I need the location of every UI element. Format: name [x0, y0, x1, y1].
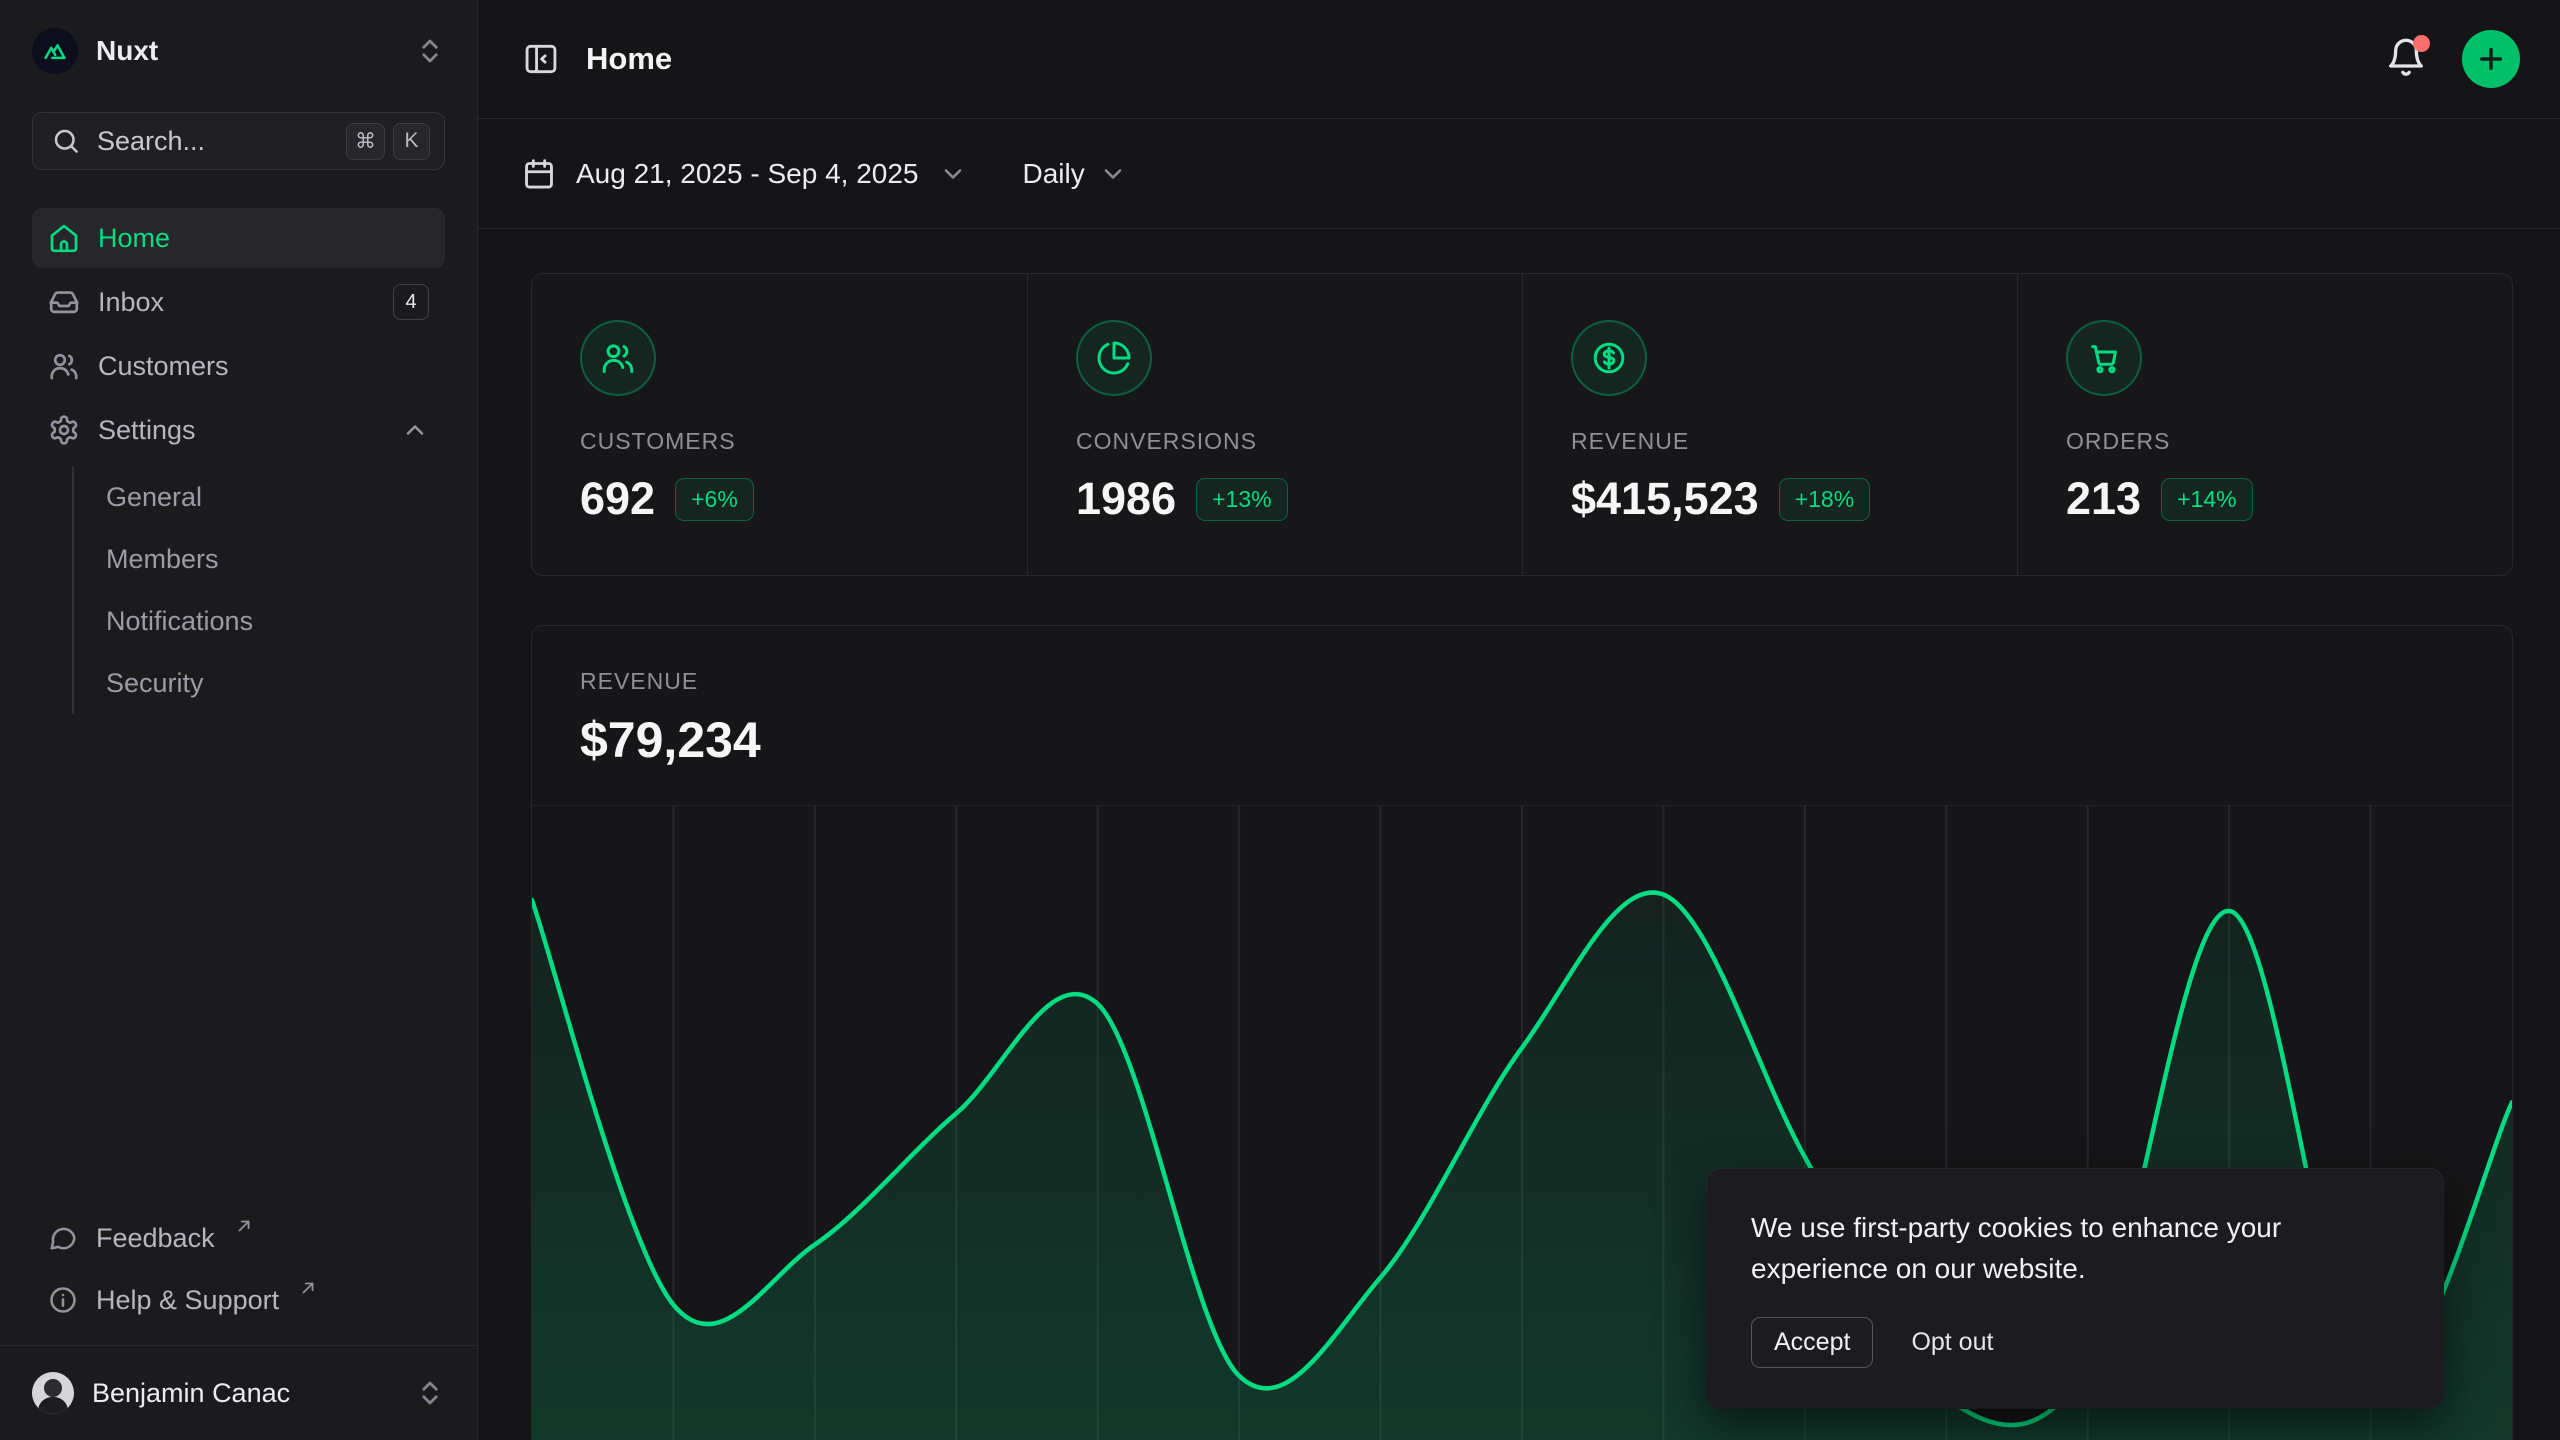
sidebar-item-members[interactable]: Members: [106, 543, 219, 574]
stat-label: ORDERS: [2066, 428, 2171, 454]
user-menu[interactable]: Benjamin Canac: [0, 1346, 477, 1440]
stat-revenue[interactable]: REVENUE $415,523 +18%: [1522, 274, 2017, 575]
search-icon: [51, 126, 81, 156]
stat-delta-badge: +13%: [1196, 477, 1288, 521]
search-shortcut: ⌘ K: [346, 122, 430, 160]
search-placeholder: Search...: [97, 125, 206, 156]
sidebar-item-settings[interactable]: Settings: [32, 400, 445, 460]
sidebar-divider: [0, 1345, 477, 1346]
bell-icon: [2389, 38, 2423, 76]
main-area: Home: [478, 0, 2560, 1440]
chevron-up-icon: [401, 416, 429, 444]
plus-icon: [2479, 47, 2503, 71]
toolbar: Aug 21, 2025 - Sep 4, 2025 Daily: [478, 119, 2560, 229]
optout-cookies-button[interactable]: Opt out: [1911, 1328, 1994, 1356]
home-icon: [48, 222, 80, 254]
sidebar-spacer: [0, 716, 477, 1207]
sidebar-item-label: Home: [98, 222, 171, 253]
settings-submenu: General Members Notifications Security: [72, 466, 445, 714]
stat-label: REVENUE: [1571, 428, 1690, 454]
date-range-value: Aug 21, 2025 - Sep 4, 2025: [576, 157, 919, 189]
stat-customers[interactable]: CUSTOMERS 692 +6%: [532, 274, 1027, 575]
stat-delta-badge: +14%: [2161, 477, 2253, 521]
kbd-cmd: ⌘: [346, 122, 385, 160]
sidebar-item-notifications[interactable]: Notifications: [106, 605, 254, 636]
stat-label: CONVERSIONS: [1076, 428, 1257, 454]
sidebar-nav: Home Inbox 4 C: [0, 208, 477, 716]
dashboard-content: CUSTOMERS 692 +6% CONVERSIONS 1986: [531, 273, 2513, 1440]
sidebar-item-customers[interactable]: Customers: [32, 336, 445, 396]
chevrons-up-down-icon: [415, 1378, 445, 1408]
sidebar-item-home[interactable]: Home: [32, 208, 445, 268]
chart-line: [532, 890, 2512, 1428]
inbox-count-badge: 4: [393, 284, 429, 320]
main-header: Home: [478, 0, 2560, 119]
stat-label: CUSTOMERS: [580, 428, 736, 454]
new-item-button[interactable]: [2462, 30, 2520, 88]
pie-chart-icon: [1076, 320, 1152, 396]
chevron-down-icon: [939, 160, 967, 188]
page-title: Home: [586, 41, 673, 76]
stat-orders[interactable]: ORDERS 213 +14%: [2017, 274, 2512, 575]
workspace-switcher[interactable]: Nuxt: [0, 0, 477, 98]
date-range-picker[interactable]: Aug 21, 2025 - Sep 4, 2025: [522, 157, 967, 191]
stat-value: 1986: [1076, 473, 1177, 524]
granularity-value: Daily: [1022, 157, 1085, 189]
notifications-button[interactable]: [2386, 34, 2430, 82]
info-circle-icon: [48, 1285, 78, 1315]
sidebar-footer: Feedback Help & Support: [0, 1207, 477, 1345]
revenue-header: REVENUE $79,234: [532, 626, 2512, 805]
stat-delta-badge: +18%: [1778, 477, 1871, 521]
stat-delta-badge: +6%: [675, 477, 754, 521]
nuxt-logo: [32, 28, 78, 74]
sidebar-item-label: Customers: [98, 350, 229, 381]
cookie-message: We use first-party cookies to enhance yo…: [1751, 1212, 2282, 1284]
inbox-icon: [48, 286, 80, 318]
users-icon: [48, 350, 80, 382]
help-support-label: Help & Support: [96, 1284, 280, 1315]
accept-cookies-button[interactable]: Accept: [1751, 1317, 1874, 1368]
revenue-label: REVENUE: [580, 668, 699, 694]
avatar: [32, 1372, 74, 1414]
stat-value: 213: [2066, 473, 2142, 524]
stat-value: 692: [580, 473, 656, 524]
stats-card: CUSTOMERS 692 +6% CONVERSIONS 1986: [531, 273, 2513, 576]
external-link-icon: [235, 1217, 253, 1235]
user-name: Benjamin Canac: [92, 1377, 291, 1408]
calendar-icon: [522, 157, 556, 191]
sidebar-item-inbox[interactable]: Inbox 4: [32, 272, 445, 332]
revenue-panel: REVENUE $79,234: [531, 625, 2513, 1440]
sidebar-item-security[interactable]: Security: [106, 667, 204, 698]
sidebar: Nuxt Search... ⌘ K: [0, 0, 478, 1440]
users-icon: [580, 320, 656, 396]
help-support-link[interactable]: Help & Support: [32, 1269, 445, 1331]
feedback-link[interactable]: Feedback: [32, 1207, 445, 1269]
notification-dot: [2413, 34, 2430, 52]
cookie-banner: We use first-party cookies to enhance yo…: [1707, 1169, 2443, 1408]
chevron-down-icon: [1099, 160, 1127, 188]
feedback-label: Feedback: [96, 1222, 215, 1253]
chevrons-up-down-icon: [415, 36, 445, 66]
sidebar-item-general[interactable]: General: [106, 481, 203, 512]
search-input[interactable]: Search... ⌘ K: [32, 112, 445, 170]
gear-icon: [48, 414, 80, 446]
sidebar-item-label: Inbox: [98, 286, 165, 317]
sidebar-item-label: Settings: [98, 414, 196, 445]
kbd-k: K: [393, 122, 430, 160]
stat-conversions[interactable]: CONVERSIONS 1986 +13%: [1027, 274, 1522, 575]
stat-value: $415,523: [1571, 473, 1759, 524]
workspace-name: Nuxt: [96, 35, 159, 66]
collapse-sidebar-icon[interactable]: [522, 40, 560, 78]
external-link-icon: [299, 1279, 317, 1297]
cart-icon: [2066, 320, 2142, 396]
circle-dollar-icon: [1571, 320, 1647, 396]
chat-bubble-icon: [48, 1223, 78, 1253]
revenue-value: $79,234: [580, 712, 761, 768]
granularity-select[interactable]: Daily: [1023, 158, 1127, 190]
